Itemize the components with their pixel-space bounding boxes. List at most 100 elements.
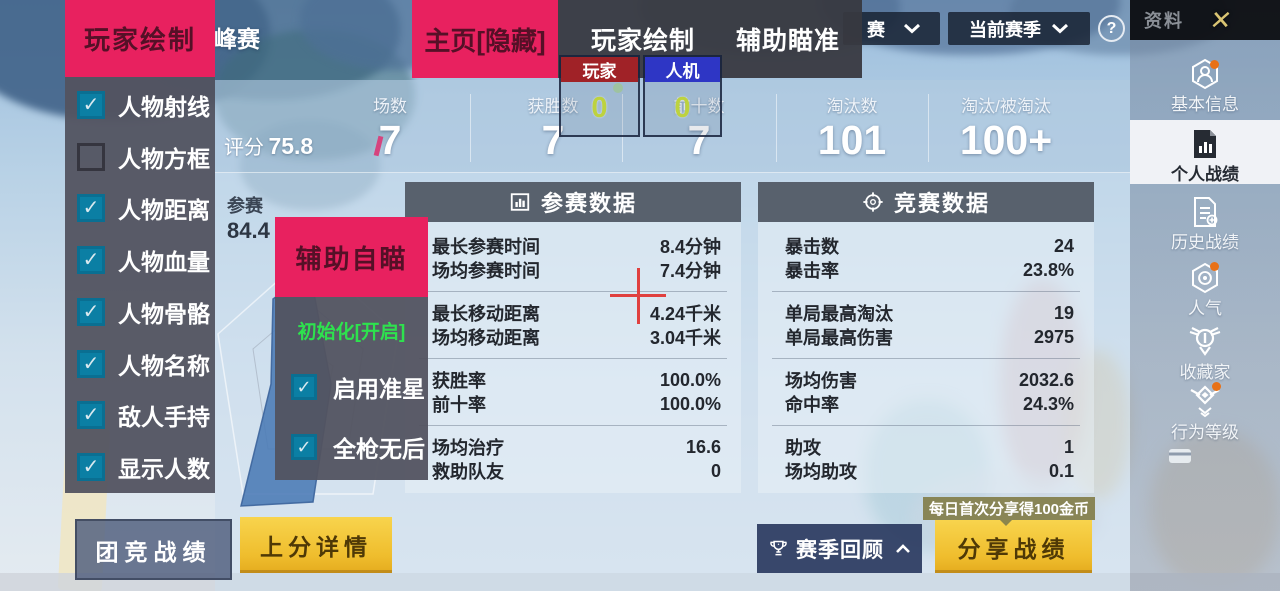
data-row: 场均移动距离 3.04千米 [432,328,721,348]
checkbox[interactable]: ✓ [77,297,105,326]
player-counter-label[interactable]: 玩家 [561,57,638,82]
checkbox[interactable]: ✓ [77,453,105,482]
data-row: 命中率 24.3% [785,393,1074,416]
checkbox[interactable]: ✓ [291,374,317,400]
data-row: 场均参赛时间 7.4分钟 [432,261,721,281]
season-review-button[interactable]: 赛季回顾 [757,524,922,573]
data-row: 助攻 1 [785,436,1074,459]
data-row: 单局最高淘汰 19 [785,302,1074,325]
radar-value: 84.4 [227,218,270,243]
stat-wins: 获胜数 7 [527,97,579,163]
draw-option-row[interactable]: ✓ 人物方框 [65,131,215,183]
rank-details-button[interactable]: 上分详情 [240,517,392,573]
rating: 评分 75.8 [224,131,313,160]
draw-option-row[interactable]: ✓ 显示人数 [65,441,215,493]
sidebar-item-popularity[interactable]: 人气 [1130,262,1280,319]
bot-counter-label[interactable]: 人机 [645,57,720,82]
sidebar-title: 资料 [1144,11,1184,31]
data-row: 场均助攻 0.1 [785,460,1074,483]
history-doc-icon [1130,196,1280,228]
sidebar-item-collector[interactable]: 收藏家 [1130,324,1280,383]
draw-option-row[interactable]: ✓ 人物名称 [65,338,215,390]
aim-assist-panel-title[interactable]: 辅助自瞄 [275,217,428,297]
home-hide-button[interactable]: 主页[隐藏] [412,0,558,78]
share-stats-button[interactable]: 分享战绩 [935,520,1092,573]
team-stats-button[interactable]: 团竞战绩 [75,519,232,580]
sidebar-item-personal-stats[interactable]: 个人战绩 [1130,128,1280,185]
competition-data-panel: 竞赛数据 暴击数 24 暴击率 23.8% 单局最高淘汰 19 单局最高伤害 2975 … [758,182,1094,493]
checkbox[interactable]: ✓ [77,194,105,223]
checkbox[interactable]: ✓ [77,90,105,119]
profile-hex-icon [1130,58,1280,90]
panel-title: 参赛数据 [540,191,637,216]
close-icon[interactable]: ✕ [1207,4,1234,35]
season-select-dropdown[interactable]: 当前赛季 [948,12,1090,45]
help-icon[interactable]: ? [1098,15,1125,42]
summary-stats-band [215,80,1130,173]
tab-player-draw[interactable]: 玩家绘制 [590,27,695,55]
bar-chart-icon [509,191,531,213]
data-row: 单局最高伤害 2975 [785,326,1074,349]
checkbox[interactable]: ✓ [77,246,105,275]
stat-eliminations: 淘汰数 101 [817,97,887,163]
sidebar-header: 资料 ✕ [1130,0,1280,40]
data-row: 最长参赛时间 8.4分钟 [432,237,721,257]
sidebar-item-basic-info[interactable]: 基本信息 [1130,58,1280,115]
stat-kd: 淘汰/被淘汰 100+ [959,97,1053,163]
participation-data-panel: 参赛数据 最长参赛时间 8.4分钟 场均参赛时间 7.4分钟 最长移动距离 4.24千… [405,182,741,493]
draw-option-row[interactable]: ✓ 人物血量 [65,234,215,286]
checkbox[interactable]: ✓ [77,401,105,430]
row-divider [772,425,1080,426]
target-icon [862,191,884,213]
chevron-down-icon [1051,23,1069,34]
chevron-down-icon [903,23,921,34]
player-counter: 玩家 0 [559,55,640,137]
flower-hex-icon [1130,262,1280,294]
chart-doc-icon [1130,128,1280,160]
draw-option-row[interactable]: ✓ 人物射线 [65,79,215,131]
tab-aim-assist[interactable]: 辅助瞄准 [735,27,840,55]
tooltip-pointer [1000,520,1012,526]
draw-option-row[interactable]: ✓ 人物距离 [65,183,215,235]
share-reward-tooltip: 每日首次分享得100金币 [923,497,1095,520]
top-tab-partial-label: 峰赛 [214,26,260,52]
bot-counter: 人机 0 [643,55,722,137]
data-row: 暴击数 24 [785,235,1074,258]
checkbox[interactable]: ✓ [77,349,105,378]
aim-option-row[interactable]: ✓ 启用准星 [275,370,428,404]
checkbox[interactable]: ✓ [291,434,317,460]
row-divider [419,358,727,359]
stat-matches: 场数 7 [373,97,407,163]
draw-option-row[interactable]: ✓ 人物骨骼 [65,286,215,338]
trophy-icon [768,538,789,559]
rating-value: 75.8 [268,133,314,159]
player-draw-panel-title[interactable]: 玩家绘制 [65,0,215,77]
stat-top10: 前十数 7 [673,97,725,163]
checkbox[interactable]: ✓ [77,142,105,171]
row-divider [772,358,1080,359]
bot-counter-value: 0 [674,91,691,124]
data-row: 场均伤害 2032.6 [785,369,1074,392]
row-divider [772,291,1080,292]
stat-divider [622,94,623,162]
data-row: 场均治疗 16.6 [432,436,721,459]
sidebar-item-history-stats[interactable]: 历史战绩 [1130,196,1280,253]
notification-dot [1212,382,1221,391]
data-row: 前十率 100.0% [432,393,721,416]
card-icon[interactable] [1168,448,1192,464]
data-row: 最长移动距离 4.24千米 [432,304,721,324]
crosshair-icon [637,268,640,324]
sidebar-item-behavior-level[interactable]: 行为等级 [1130,382,1280,443]
profile-sidebar [1130,0,1280,591]
aim-option-row[interactable]: ✓ 全枪无后 [275,430,428,464]
radar-label: 参赛 [227,196,263,216]
draw-option-row[interactable]: ✓ 敌人手持 [65,390,215,442]
confetti-dot [613,83,623,93]
panel-title: 竞赛数据 [893,191,990,216]
stat-divider [776,94,777,162]
chevron-up-icon [895,543,911,554]
row-divider [419,425,727,426]
aim-assist-panel: 辅助自瞄 初始化[开启] ✓ 启用准星 ✓ 全枪无后 [275,217,428,480]
rank-badge-icon [1130,384,1280,418]
